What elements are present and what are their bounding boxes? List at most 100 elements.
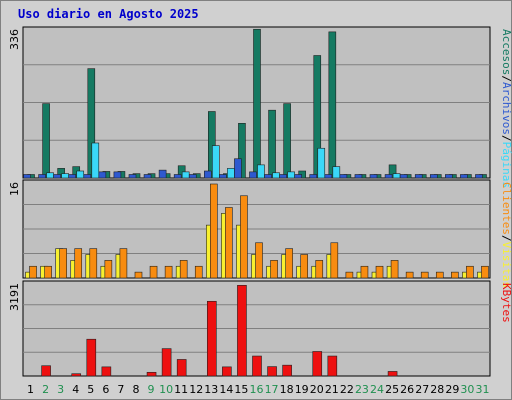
x-tick-label-day-25: 25 <box>385 383 399 396</box>
chart-title: Uso diario en Agosto 2025 <box>18 7 199 21</box>
x-tick-label-day-20: 20 <box>310 383 324 396</box>
bar-kbytes-day-21 <box>327 355 338 377</box>
bar-kbytes-day-11 <box>176 359 187 377</box>
bar-accesos-day-18 <box>283 103 291 179</box>
bar-archivos-day-5 <box>91 142 100 179</box>
legend-label: / <box>500 135 512 142</box>
bar-visitas-day-4 <box>74 248 83 279</box>
bar-visitas-day-1 <box>29 265 37 279</box>
x-tick-label-day-18: 18 <box>280 383 294 396</box>
bar-kbytes-day-2 <box>41 365 51 377</box>
bar-paginas-day-20 <box>309 174 318 179</box>
bar-paginas-day-1 <box>23 174 31 179</box>
bar-accesos-day-3 <box>57 168 65 179</box>
bar-archivos-day-25 <box>392 173 401 179</box>
x-tick-label-day-9: 9 <box>148 383 155 396</box>
x-tick-label-day-28: 28 <box>430 383 444 396</box>
x-tick-label-day-13: 13 <box>204 383 218 396</box>
x-tick-label-day-31: 31 <box>475 383 489 396</box>
bar-visitas-day-5 <box>89 248 98 279</box>
x-tick-label-day-21: 21 <box>325 383 339 396</box>
bar-visitas-day-15 <box>240 195 248 279</box>
right-legend-bottom: KBytes <box>500 283 512 323</box>
bar-visitas-day-14 <box>225 207 233 279</box>
bar-paginas-day-31 <box>475 174 483 179</box>
bar-paginas-day-2 <box>38 174 46 179</box>
bar-accesos-day-5 <box>87 68 96 179</box>
bar-paginas-day-15 <box>234 158 242 179</box>
x-tick-label-day-26: 26 <box>400 383 414 396</box>
bar-archivos-day-2 <box>46 172 54 179</box>
legend-label: Visitas <box>500 242 512 288</box>
legend-label: Archivos <box>500 82 512 135</box>
y-max-label: 3191 <box>8 283 21 311</box>
bar-archivos-day-14 <box>227 168 235 179</box>
bar-paginas-day-18 <box>279 174 287 179</box>
bar-visitas-day-11 <box>179 260 188 279</box>
bar-visitas-day-24 <box>375 265 384 279</box>
bar-accesos-day-15 <box>238 123 246 179</box>
x-tick-label-day-3: 3 <box>57 383 64 396</box>
bar-paginas-day-17 <box>264 174 272 179</box>
bar-kbytes-day-13 <box>207 300 217 377</box>
right-legend-top: Accesos/Archivos/Páginas <box>500 29 512 188</box>
legend-label: KBytes <box>500 283 512 323</box>
x-tick-label-day-12: 12 <box>189 383 203 396</box>
bar-paginas-day-11 <box>173 174 182 179</box>
x-tick-label-day-2: 2 <box>42 383 49 396</box>
bar-visitas-day-8 <box>134 271 143 279</box>
bar-accesos-day-21 <box>328 31 337 179</box>
bar-kbytes-day-9 <box>146 371 157 377</box>
x-tick-label-day-22: 22 <box>340 383 354 396</box>
bar-visitas-day-28 <box>435 271 444 279</box>
x-tick-label-day-17: 17 <box>265 383 279 396</box>
bar-accesos-day-17 <box>268 109 276 179</box>
x-tick-label-day-29: 29 <box>445 383 459 396</box>
x-tick-label-day-19: 19 <box>295 383 309 396</box>
bar-visitas-day-7 <box>119 248 128 279</box>
bar-kbytes-day-14 <box>222 366 232 377</box>
legend-label: Páginas <box>500 142 512 188</box>
bar-archivos-day-4 <box>76 170 85 179</box>
bar-visitas-day-2 <box>44 265 52 279</box>
bar-paginas-day-12 <box>188 174 197 179</box>
bar-kbytes-day-10 <box>161 348 172 377</box>
legend-label: Clientes <box>500 182 512 235</box>
bar-paginas-day-4 <box>68 174 77 179</box>
x-tick-label-day-1: 1 <box>27 383 34 396</box>
bar-visitas-day-26 <box>405 271 414 279</box>
bar-paginas-day-13 <box>204 170 212 179</box>
bar-accesos-day-20 <box>313 55 322 179</box>
x-tick-label-day-10: 10 <box>159 383 173 396</box>
legend-label: / <box>500 235 512 242</box>
bar-visitas-day-20 <box>315 260 324 279</box>
bar-visitas-day-19 <box>300 254 308 279</box>
bar-kbytes-day-4 <box>71 373 82 377</box>
x-tick-label-day-6: 6 <box>102 383 109 396</box>
bar-paginas-day-22 <box>339 174 348 179</box>
x-tick-label-day-7: 7 <box>117 383 124 396</box>
bar-visitas-day-22 <box>345 271 354 279</box>
bar-paginas-day-29 <box>445 174 453 179</box>
bar-accesos-day-25 <box>388 164 397 179</box>
bar-paginas-day-21 <box>324 174 333 179</box>
bar-visitas-day-31 <box>481 265 489 279</box>
bar-archivos-day-21 <box>332 166 341 179</box>
bar-paginas-day-9 <box>143 174 152 179</box>
bar-paginas-day-24 <box>369 174 378 179</box>
bar-paginas-day-7 <box>113 171 122 179</box>
x-tick-label-day-15: 15 <box>234 383 248 396</box>
bar-paginas-day-19 <box>294 174 302 179</box>
bar-archivos-day-18 <box>287 171 295 179</box>
bar-visitas-day-30 <box>466 265 474 279</box>
legend-label: / <box>500 75 512 82</box>
bar-paginas-day-26 <box>399 174 408 179</box>
bar-paginas-day-14 <box>219 174 227 179</box>
bar-visitas-day-3 <box>59 248 67 279</box>
bar-kbytes-day-17 <box>267 366 277 377</box>
bar-paginas-day-8 <box>128 174 137 179</box>
x-tick-label-day-27: 27 <box>415 383 429 396</box>
bar-visitas-day-12 <box>194 265 203 279</box>
bar-kbytes-day-5 <box>86 338 97 377</box>
